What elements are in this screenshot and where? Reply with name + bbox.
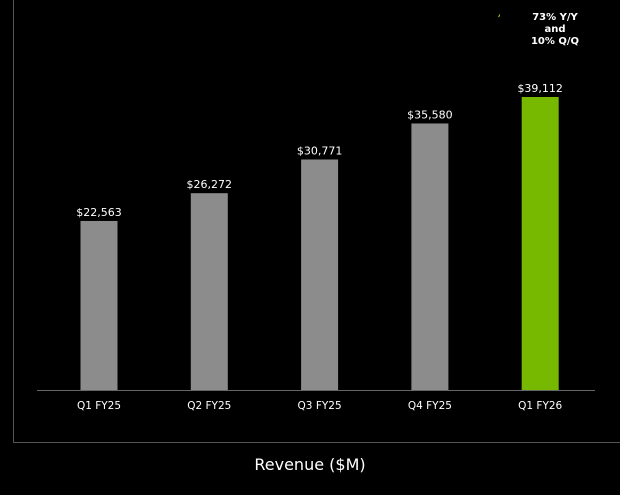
data-label: $26,272: [187, 178, 233, 191]
data-label: $35,580: [407, 108, 453, 121]
growth-annotation: 73% Y/Y and 10% Q/Q: [510, 12, 600, 48]
x-tick-label: Q1 FY25: [77, 400, 121, 412]
annotation-line: and: [544, 24, 566, 35]
bar: [521, 97, 559, 390]
data-label: $22,563: [76, 206, 122, 219]
chart-frame-bottom: [13, 442, 620, 443]
bar: [80, 220, 118, 390]
x-tick-label: Q1 FY26: [518, 400, 562, 412]
x-tick-label: Q3 FY25: [298, 400, 342, 412]
data-label: $30,771: [297, 144, 343, 157]
up-arrow-icon: [498, 13, 500, 18]
bar: [411, 123, 449, 391]
annotation-line: 10% Q/Q: [530, 36, 580, 47]
bar: [301, 159, 339, 390]
data-label: $39,112: [517, 82, 563, 95]
bar: [190, 193, 228, 390]
annotation-line: 73% Y/Y: [532, 12, 578, 23]
x-tick-label: Q4 FY25: [408, 400, 452, 412]
chart-frame-left: [13, 0, 14, 443]
x-tick-label: Q2 FY25: [187, 400, 231, 412]
chart-title: Revenue ($M): [254, 455, 366, 474]
